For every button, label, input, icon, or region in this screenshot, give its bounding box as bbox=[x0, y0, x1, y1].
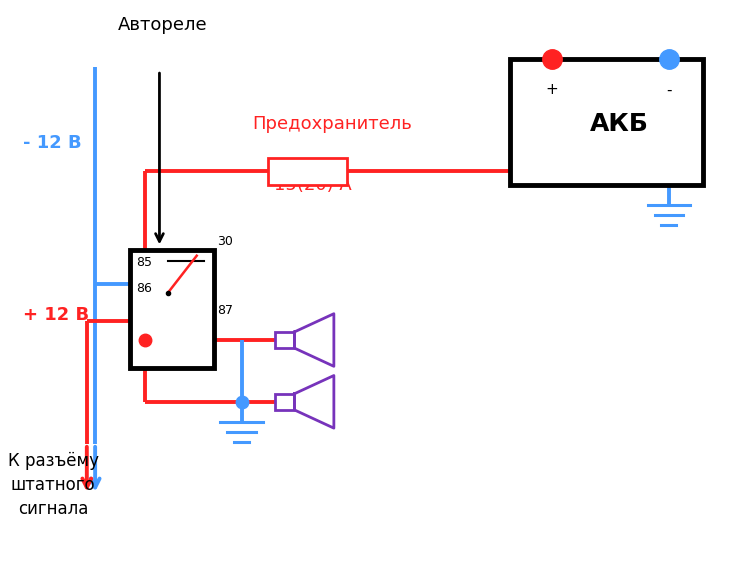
Bar bbox=[276, 394, 294, 410]
Text: -: - bbox=[666, 83, 672, 97]
FancyBboxPatch shape bbox=[130, 250, 214, 368]
Text: 15(20) А: 15(20) А bbox=[275, 176, 352, 194]
Text: + 12 В: + 12 В bbox=[23, 306, 89, 324]
Text: 30: 30 bbox=[217, 234, 233, 248]
Text: 87: 87 bbox=[217, 304, 233, 318]
Text: 85: 85 bbox=[136, 256, 152, 269]
Text: 86: 86 bbox=[136, 282, 152, 295]
FancyBboxPatch shape bbox=[510, 59, 703, 185]
Bar bbox=[269, 158, 347, 185]
Text: АКБ: АКБ bbox=[590, 112, 649, 135]
Text: Предохранитель: Предохранитель bbox=[252, 115, 412, 133]
Bar bbox=[276, 332, 294, 348]
Text: Авторелe: Авторелe bbox=[118, 16, 207, 34]
Text: К разъёму
штатного
сигнала: К разъёму штатного сигнала bbox=[8, 452, 99, 518]
Text: +: + bbox=[546, 83, 558, 97]
Text: - 12 В: - 12 В bbox=[23, 134, 82, 152]
